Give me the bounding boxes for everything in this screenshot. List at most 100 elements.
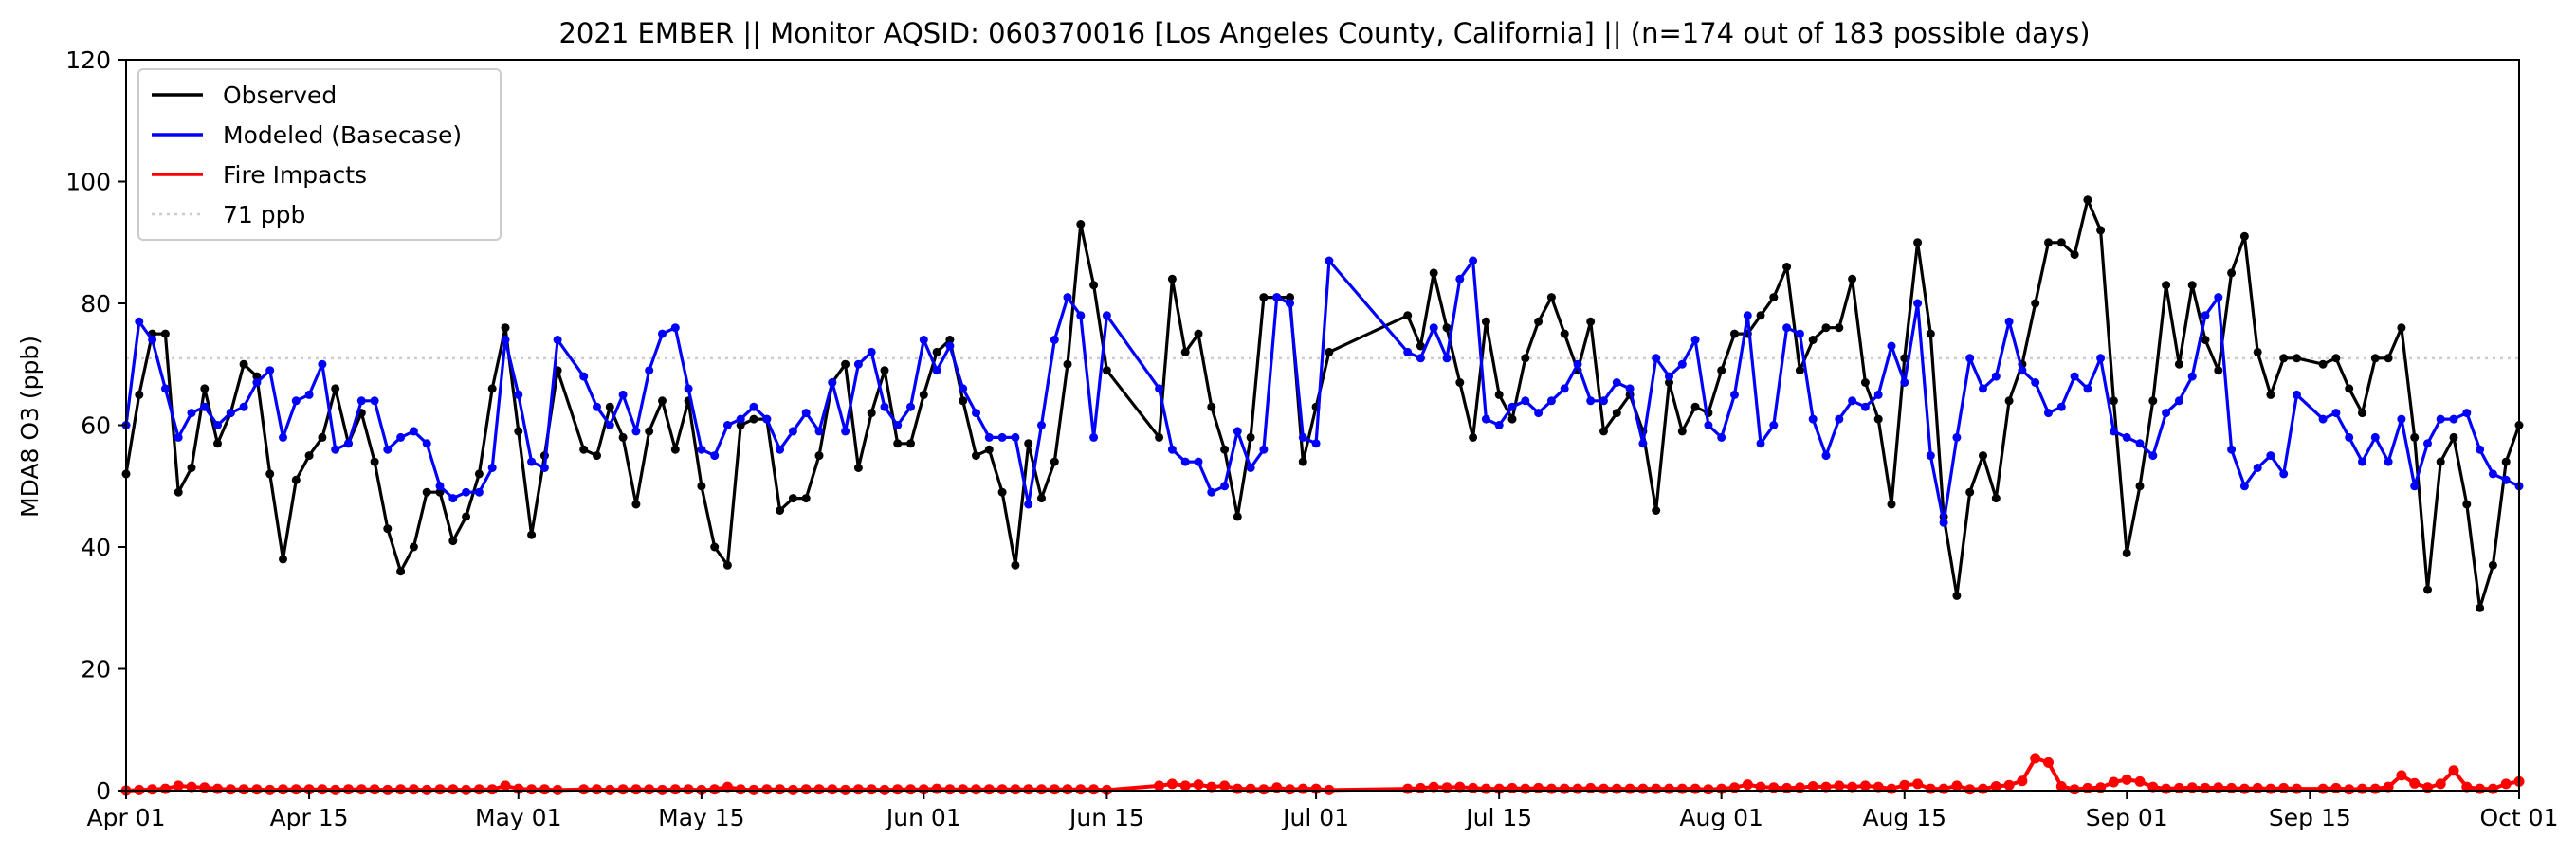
data-point [579, 372, 589, 381]
data-point [1416, 354, 1425, 363]
data-point [1298, 432, 1307, 442]
data-point [906, 439, 915, 448]
data-point [996, 784, 1008, 795]
data-point [2369, 783, 2381, 794]
data-point [1781, 782, 1793, 793]
data-point [501, 323, 510, 333]
data-point [2330, 782, 2342, 793]
data-point [251, 784, 263, 795]
data-point [1873, 390, 1883, 399]
data-point [593, 451, 601, 461]
data-point [2487, 783, 2498, 794]
data-point [827, 784, 838, 795]
data-point [918, 784, 929, 795]
data-point [2358, 457, 2366, 466]
data-point [186, 781, 197, 793]
data-point [200, 402, 210, 411]
data-point [1899, 779, 1910, 791]
y-tick-label: 100 [65, 169, 111, 196]
data-point [1089, 432, 1099, 442]
data-point [500, 780, 511, 792]
data-point [801, 494, 811, 503]
data-point [1521, 354, 1530, 363]
x-tick-label: Oct 01 [2480, 804, 2559, 831]
data-point [1402, 783, 1414, 794]
data-point [1807, 781, 1818, 792]
data-point [279, 555, 287, 564]
data-point [1926, 329, 1935, 338]
data-point [1102, 366, 1111, 375]
data-point [1455, 274, 1465, 283]
data-point [1075, 784, 1087, 795]
data-point [931, 783, 942, 794]
data-point [2397, 323, 2406, 333]
data-point [2004, 317, 2014, 326]
x-tick-label: Jul 15 [1464, 804, 1532, 831]
data-point [1704, 421, 1713, 429]
data-point [2500, 778, 2512, 790]
data-point [200, 384, 210, 393]
x-tick-label: Sep 15 [2269, 804, 2351, 831]
data-point [291, 396, 301, 406]
series-line [124, 259, 2520, 524]
data-point [213, 439, 222, 448]
data-point [1429, 268, 1438, 278]
data-point [1873, 781, 1884, 793]
data-point [2461, 781, 2473, 793]
axes: 0 20 40 60 80 100 120 Apr 01 Apr 15 May 01 May 15 J… [65, 46, 2558, 831]
data-point [1023, 784, 1034, 795]
data-point [669, 784, 681, 795]
data-point [1717, 432, 1726, 442]
data-point [630, 784, 642, 795]
data-point [2055, 781, 2067, 792]
data-point [1010, 784, 1021, 795]
data-point [2043, 757, 2054, 768]
data-point [1925, 783, 1936, 794]
data-point [1481, 317, 1490, 326]
data-point [1545, 783, 1557, 794]
data-point [409, 542, 418, 552]
data-point [1859, 780, 1871, 792]
data-point [605, 421, 614, 429]
data-point [2161, 783, 2172, 794]
data-point [1454, 781, 1466, 793]
data-point [1991, 494, 2001, 503]
data-point [448, 494, 458, 503]
data-point [645, 366, 654, 375]
data-point [147, 784, 158, 795]
data-point [749, 414, 758, 424]
data-point [618, 432, 628, 442]
data-point [932, 366, 941, 375]
data-point [2174, 359, 2183, 369]
data-point [1599, 783, 1609, 794]
data-point [1730, 329, 1739, 338]
data-point [1782, 323, 1792, 333]
data-point [906, 402, 915, 411]
legend-label: Observed [223, 82, 337, 109]
data-point [2344, 784, 2355, 795]
data-point [1939, 518, 1948, 527]
data-point [1848, 396, 1857, 406]
data-point [2488, 469, 2497, 479]
data-point [1743, 311, 1752, 320]
data-point [1769, 421, 1779, 429]
data-point [1637, 783, 1649, 794]
data-point [684, 384, 693, 393]
data-point [212, 783, 223, 794]
data-point [2096, 226, 2106, 235]
data-point [1521, 396, 1530, 406]
data-point [1808, 414, 1818, 424]
data-point [1611, 783, 1622, 794]
data-point [932, 347, 941, 356]
data-point [828, 378, 837, 387]
legend-label: 71 ppb [223, 201, 305, 228]
data-point [972, 409, 980, 418]
data-point [1756, 311, 1765, 320]
data-point [2135, 482, 2145, 491]
data-point [1286, 299, 1294, 308]
data-point [1507, 402, 1517, 411]
data-point [2187, 281, 2197, 290]
x-tick-label: Jun 01 [885, 804, 961, 831]
